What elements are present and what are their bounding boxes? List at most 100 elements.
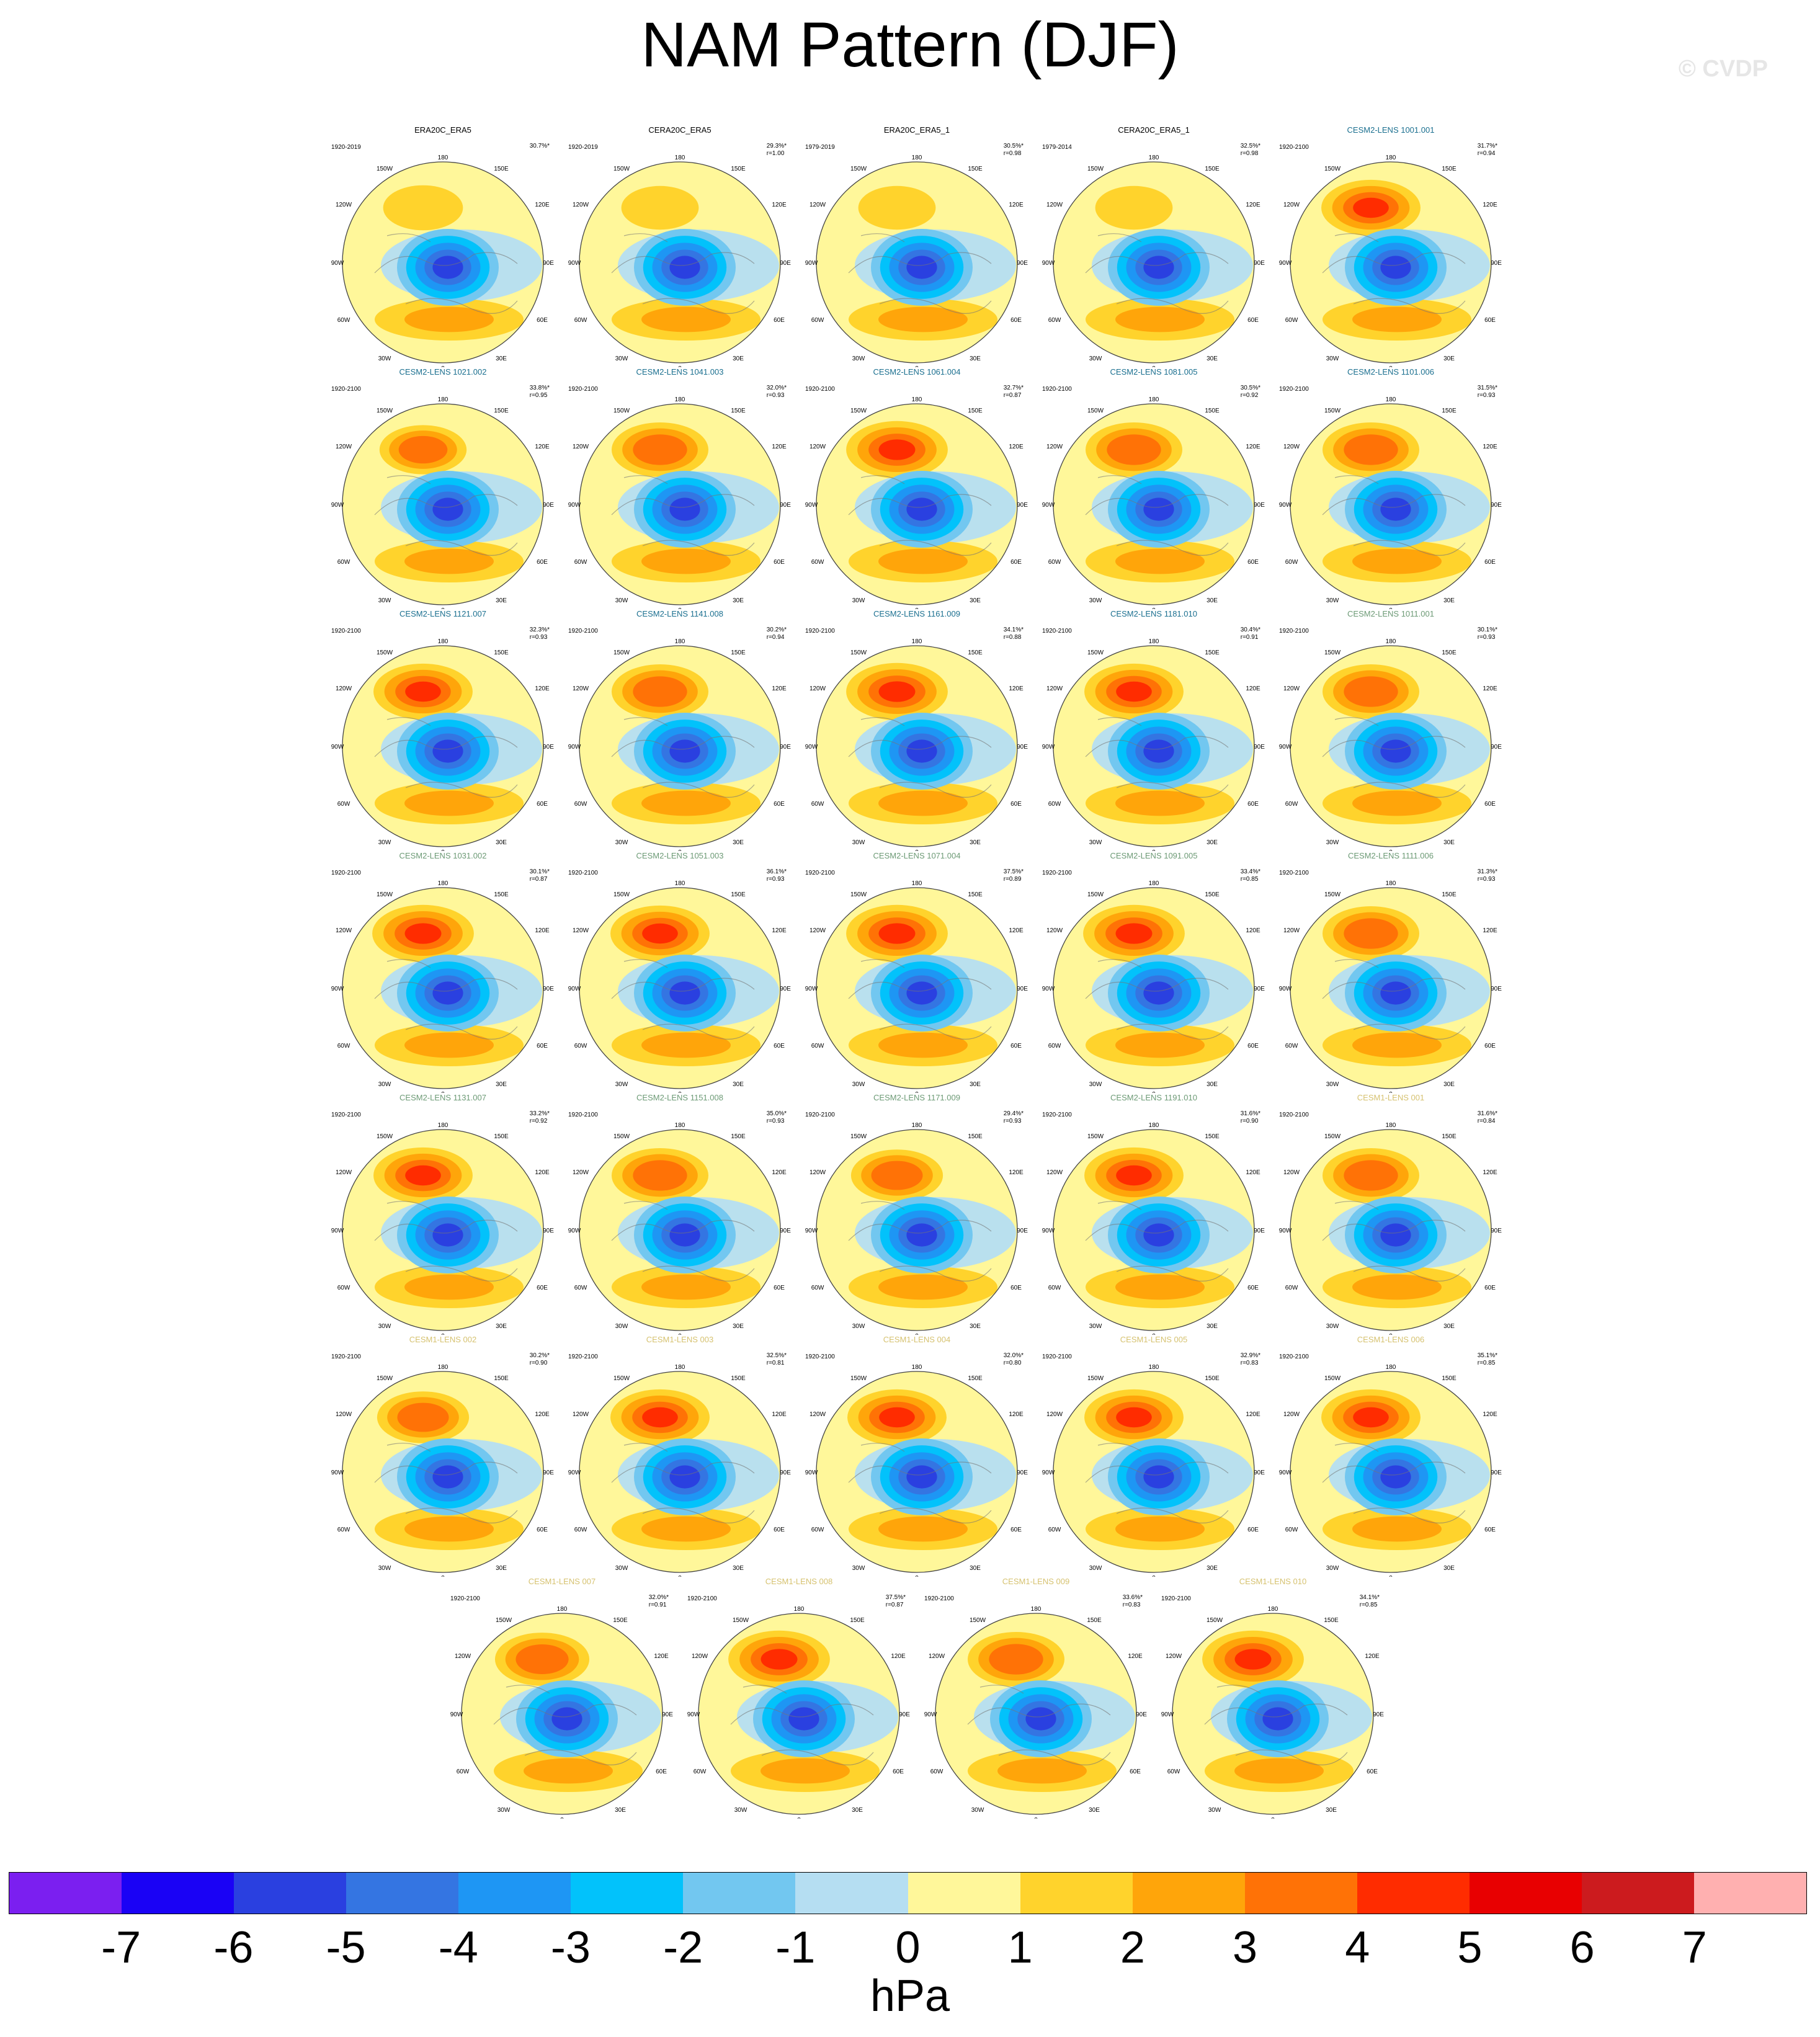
longitude-label: 60E — [1010, 801, 1022, 808]
panel-stats: 31.5%* r=0.93 — [1478, 385, 1497, 399]
longitude-label: 120W — [810, 1169, 826, 1176]
longitude-label: 180 — [1386, 1123, 1396, 1129]
longitude-label: 150E — [968, 649, 983, 656]
map-container: 180150W150E120W120E90W90E60W60E30W30E0 — [924, 1606, 1148, 1824]
polar-map: 180150W150E120W120E90W90E60W60E30W30E0 — [568, 1364, 792, 1582]
pattern-correlation: r=0.85 — [1477, 1360, 1496, 1366]
arctic-negative-center — [432, 1223, 463, 1247]
polar-map: 180150W150E120W120E90W90E60W60E30W30E0 — [568, 880, 792, 1098]
longitude-label: 120E — [1483, 444, 1497, 450]
map-container: 180150W150E120W120E90W90E60W60E30W30E0 — [331, 154, 555, 372]
polar-map: 180150W150E120W120E90W90E60W60E30W30E0 — [1279, 880, 1502, 1098]
longitude-label: 30W — [852, 597, 865, 604]
longitude-label: 180 — [675, 155, 685, 161]
polar-map: 180150W150E120W120E90W90E60W60E30W30E0 — [1279, 154, 1502, 372]
atlantic-positive-band — [761, 1758, 850, 1784]
longitude-label: 120W — [336, 927, 352, 934]
pacific-positive-lobe — [871, 1161, 923, 1190]
longitude-label: 90W — [1161, 1711, 1174, 1718]
pattern-correlation: r=0.83 — [1240, 1360, 1259, 1366]
atlantic-positive-band — [1234, 1758, 1324, 1784]
longitude-label: 0 — [1271, 1817, 1275, 1819]
pacific-positive-lobe — [858, 185, 936, 230]
variance-explained: 34.1%* — [1003, 626, 1024, 633]
coastlines — [730, 1685, 874, 1765]
pacific-positive-lobe — [1353, 197, 1389, 218]
map-panel: CERA20C_ERA5_1 1979-2014 32.5%* r=0.98 180 15… — [1042, 125, 1265, 372]
longitude-label: 150E — [968, 166, 983, 172]
longitude-label: 180 — [794, 1607, 805, 1613]
atlantic-positive-band — [641, 548, 731, 574]
longitude-label: 150E — [731, 408, 746, 414]
polar-map: 180150W150E120W120E90W90E60W60E30W30E0 — [331, 1364, 555, 1582]
longitude-label: 150E — [1087, 1617, 1102, 1624]
pattern-correlation: r=0.87 — [529, 876, 548, 883]
longitude-label: 120W — [692, 1653, 708, 1660]
pacific-positive-lobe — [878, 923, 916, 944]
longitude-label: 120E — [535, 1411, 550, 1418]
map-container: 180150W150E120W120E90W90E60W60E30W30E0 — [805, 1364, 1028, 1582]
colorbar-segment — [234, 1873, 347, 1914]
longitude-label: 60W — [574, 1043, 587, 1050]
longitude-label: 30W — [378, 1565, 391, 1572]
polar-map: 180150W150E120W120E90W90E60W60E30W30E0 — [805, 1364, 1028, 1582]
pattern-correlation: r=0.92 — [1240, 392, 1259, 399]
atlantic-positive-band — [1352, 1516, 1442, 1542]
pacific-positive-lobe — [878, 681, 916, 702]
variance-explained: 32.0%* — [648, 1594, 669, 1601]
longitude-label: 90E — [1254, 744, 1265, 751]
longitude-label: 150E — [731, 649, 746, 656]
variance-explained: 33.6%* — [1122, 1594, 1143, 1601]
longitude-label: 180 — [912, 1123, 922, 1129]
longitude-label: 120W — [1046, 1411, 1063, 1418]
arctic-negative-center — [906, 256, 937, 279]
variance-explained: 30.1%* — [529, 868, 550, 875]
variance-explained: 31.6%* — [1240, 1110, 1260, 1117]
longitude-label: 30E — [852, 1807, 863, 1814]
map-boundary — [1290, 403, 1492, 605]
panel-title: CESM2-LENS 1101.006 — [1347, 367, 1434, 377]
arctic-negative-center — [432, 497, 463, 521]
panel-years: 1920-2100 — [568, 386, 598, 393]
coastlines — [611, 475, 755, 556]
map-panel: CESM2-LENS 1041.003 1920-2100 32.0%* r=0.93… — [568, 367, 792, 614]
arctic-negative-center — [1025, 1707, 1056, 1731]
pacific-positive-lobe — [404, 923, 442, 944]
panel-years: 1920-2100 — [568, 628, 598, 635]
longitude-label: 90E — [1017, 1469, 1028, 1476]
panel-years: 1920-2100 — [1042, 1112, 1072, 1118]
longitude-label: 150W — [613, 1375, 630, 1382]
longitude-label: 180 — [912, 155, 922, 161]
variance-explained: 31.3%* — [1477, 868, 1497, 875]
colorbar-tick-label: 5 — [1457, 1923, 1483, 1972]
longitude-label: 120E — [1246, 444, 1260, 450]
map-container: 180150W150E120W120E90W90E60W60E30W30E0 — [331, 396, 555, 614]
coastlines — [848, 1443, 992, 1523]
coastlines — [1322, 959, 1466, 1040]
longitude-label: 60W — [574, 801, 587, 808]
polar-map: 180150W150E120W120E90W90E60W60E30W30E0 — [805, 880, 1028, 1098]
longitude-label: 60E — [1247, 1285, 1259, 1291]
longitude-label: 150E — [968, 1375, 983, 1382]
longitude-label: 30E — [1443, 355, 1455, 362]
longitude-label: 120E — [1483, 927, 1497, 934]
coastlines — [611, 1443, 755, 1523]
longitude-label: 150E — [968, 891, 983, 898]
map-panel: CESM2-LENS 1101.006 1920-2100 31.5%* r=0.93… — [1279, 367, 1502, 614]
longitude-label: 60E — [537, 1527, 548, 1533]
polar-map: 180150W150E120W120E90W90E60W60E30W30E0 — [568, 638, 792, 856]
panel-years: 1920-2100 — [1279, 1112, 1309, 1118]
coastlines — [848, 233, 992, 314]
longitude-label: 180 — [675, 639, 685, 645]
map-container: 180150W150E120W120E90W90E60W60E30W30E0 — [1042, 396, 1265, 614]
pattern-correlation: r=0.93 — [766, 876, 785, 883]
coastlines — [374, 1443, 518, 1523]
map-container: 180150W150E120W120E90W90E60W60E30W30E0 — [805, 396, 1028, 614]
polar-map: 180150W150E120W120E90W90E60W60E30W30E0 — [568, 396, 792, 614]
longitude-label: 150E — [1205, 166, 1220, 172]
longitude-label: 150W — [377, 408, 393, 414]
longitude-label: 90W — [1042, 1469, 1055, 1476]
map-container: 180150W150E120W120E90W90E60W60E30W30E0 — [1042, 638, 1265, 856]
map-boundary — [816, 161, 1018, 363]
longitude-label: 120E — [772, 927, 787, 934]
